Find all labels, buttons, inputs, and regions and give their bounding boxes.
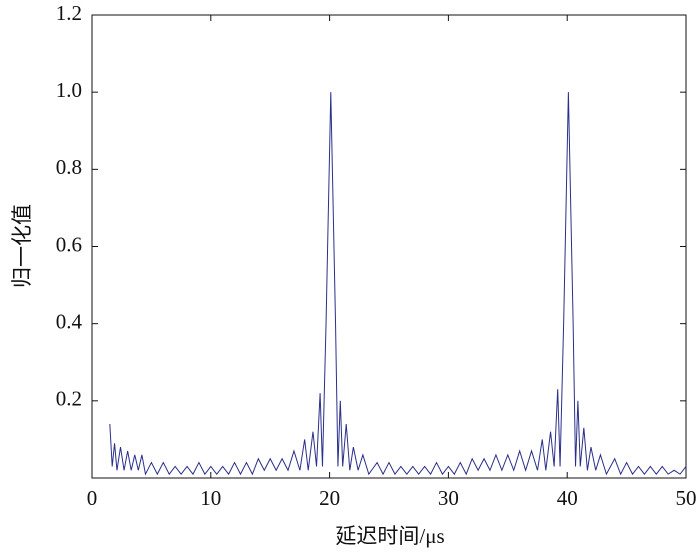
x-axis-label: 延迟时间/μs: [335, 524, 444, 548]
data-line: [109, 92, 687, 476]
x-tick-label: 20: [319, 486, 340, 510]
x-tick-label: 10: [200, 486, 221, 510]
y-tick-label: 0.2: [56, 387, 82, 411]
y-tick-label: 0.4: [56, 309, 83, 333]
y-tick-label: 0.8: [56, 155, 82, 179]
x-tick-label: 0: [87, 486, 98, 510]
x-tick-label: 30: [438, 486, 459, 510]
y-tick-label: 1.0: [56, 78, 82, 102]
x-tick-label: 40: [557, 486, 578, 510]
x-tick-label: 50: [676, 486, 697, 510]
y-tick-label: 1.2: [56, 1, 82, 25]
y-tick-label: 0.6: [56, 232, 82, 256]
y-axis-label: 归一化值: [10, 204, 34, 288]
plot-frame: [91, 14, 687, 479]
